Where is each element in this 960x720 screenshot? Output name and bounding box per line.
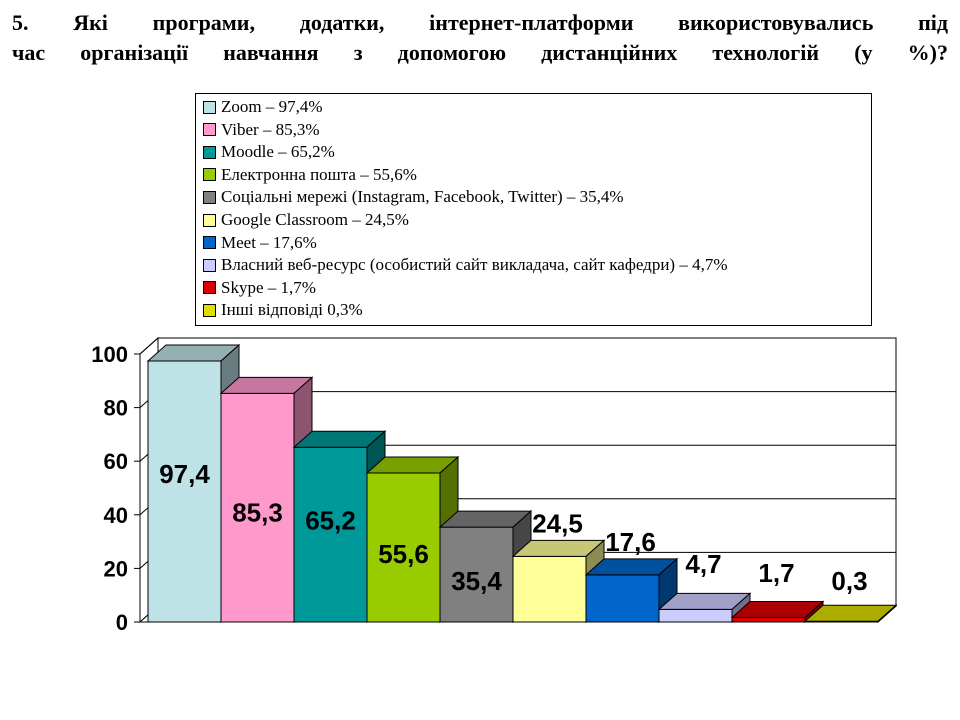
data-label: 17,6 bbox=[605, 527, 656, 557]
slide-title: 5. Які програми, додатки, інтернет-платф… bbox=[12, 8, 948, 68]
bar bbox=[658, 608, 733, 623]
y-tick-label: 80 bbox=[104, 396, 128, 421]
legend-swatch bbox=[203, 100, 216, 114]
data-label: 55,6 bbox=[378, 539, 429, 569]
bar bbox=[585, 574, 660, 623]
data-label: 65,2 bbox=[305, 505, 356, 535]
bar-side bbox=[877, 604, 897, 624]
bar bbox=[147, 360, 222, 623]
legend-item: Skype – 1,7% bbox=[203, 277, 316, 299]
y-tick-label: 40 bbox=[104, 503, 128, 528]
bar bbox=[366, 472, 441, 623]
legend-swatch bbox=[203, 213, 216, 227]
legend-item: Zoom – 97,4% bbox=[203, 96, 323, 118]
legend-swatch bbox=[203, 168, 216, 182]
legend-label: Власний веб-ресурс (особистий сайт викла… bbox=[221, 255, 728, 275]
legend-label: Google Classroom – 24,5% bbox=[221, 210, 409, 229]
data-label: 85,3 bbox=[232, 497, 283, 527]
bar bbox=[512, 555, 587, 623]
chart-legend: Zoom – 97,4% Viber – 85,3% Moodle – 65,2% Е… bbox=[195, 93, 872, 326]
legend-label: Meet – 17,6% bbox=[221, 232, 317, 252]
data-label: 0,3 bbox=[831, 566, 867, 596]
legend-item: Інші відповіді 0,3% bbox=[203, 299, 363, 321]
legend-item: Meet – 17,6% bbox=[203, 232, 317, 254]
y-tick-label: 0 bbox=[116, 610, 128, 635]
legend-swatch bbox=[203, 281, 216, 295]
legend-item: Електронна пошта – 55,6% bbox=[203, 164, 417, 186]
bar bbox=[293, 446, 368, 623]
legend-item: Соціальні мережі (Instagram, Facebook, T… bbox=[203, 186, 624, 208]
title-line-1: 5. Які програми, додатки, інтернет-платф… bbox=[12, 10, 948, 35]
data-label: 4,7 bbox=[685, 549, 721, 579]
legend-label: Соціальні мережі (Instagram, Facebook, T… bbox=[221, 187, 624, 207]
data-label: 24,5 bbox=[532, 508, 583, 538]
y-tick-label: 20 bbox=[104, 556, 128, 581]
legend-item: Moodle – 65,2% bbox=[203, 141, 335, 163]
data-label: 97,4 bbox=[159, 459, 210, 489]
title-line-2: час організації навчання з допомогою дис… bbox=[12, 40, 948, 65]
legend-label: Zoom – 97,4% bbox=[221, 97, 323, 116]
bar bbox=[731, 616, 806, 623]
legend-item: Viber – 85,3% bbox=[203, 119, 320, 141]
legend-swatch bbox=[203, 190, 216, 204]
bar bbox=[439, 526, 514, 623]
y-tick-label: 100 bbox=[91, 342, 128, 367]
data-label: 35,4 bbox=[451, 566, 502, 596]
legend-swatch bbox=[203, 145, 216, 159]
legend-label: Інші відповіді 0,3% bbox=[221, 300, 363, 320]
legend-label: Viber – 85,3% bbox=[221, 119, 320, 139]
y-tick-label: 60 bbox=[104, 449, 128, 474]
bar bbox=[220, 392, 295, 623]
legend-item: Власний веб-ресурс (особистий сайт викла… bbox=[203, 254, 728, 276]
data-label: 1,7 bbox=[758, 558, 794, 588]
legend-swatch bbox=[203, 123, 216, 137]
legend-item: Google Classroom – 24,5% bbox=[203, 209, 409, 231]
legend-swatch bbox=[203, 236, 216, 250]
legend-label: Moodle – 65,2% bbox=[221, 142, 335, 162]
legend-label: Електронна пошта – 55,6% bbox=[221, 164, 417, 184]
legend-swatch bbox=[203, 258, 216, 272]
legend-label: Skype – 1,7% bbox=[221, 277, 316, 297]
gridline bbox=[139, 337, 896, 355]
legend-swatch bbox=[203, 303, 216, 317]
